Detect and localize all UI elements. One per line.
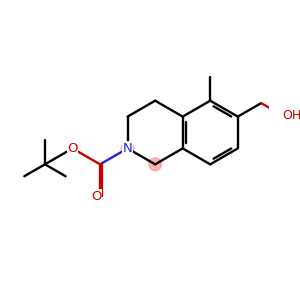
Text: N: N xyxy=(123,142,133,155)
Circle shape xyxy=(121,142,134,155)
Text: OH: OH xyxy=(282,109,300,122)
Circle shape xyxy=(149,158,161,171)
Text: O: O xyxy=(67,142,78,155)
Text: O: O xyxy=(91,190,101,202)
